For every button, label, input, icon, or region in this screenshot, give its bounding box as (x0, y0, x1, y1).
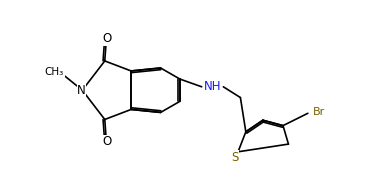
Text: Br: Br (312, 107, 325, 117)
Text: NH: NH (204, 80, 221, 93)
Text: N: N (77, 84, 86, 97)
Text: O: O (102, 135, 112, 148)
Text: O: O (102, 32, 112, 45)
Text: CH₃: CH₃ (45, 67, 64, 77)
Text: S: S (231, 151, 239, 164)
